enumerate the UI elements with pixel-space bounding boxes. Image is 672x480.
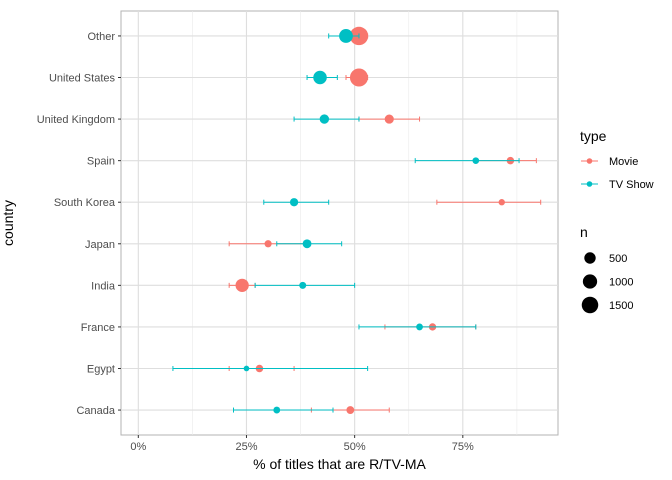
data-point — [313, 70, 327, 85]
data-point — [339, 29, 353, 43]
legend-size-label: 1500 — [609, 300, 633, 312]
legend-size-dot — [582, 274, 598, 289]
y-axis-title: country — [0, 200, 16, 246]
legend-size-dot — [581, 296, 599, 314]
legend-size-dot — [584, 252, 596, 264]
data-point — [349, 68, 368, 87]
data-point — [346, 406, 355, 414]
legend: type Movie TV Show n 500 1000 1500 — [580, 128, 654, 314]
y-tick-label: Japan — [85, 239, 115, 251]
y-tick-label: Egypt — [87, 363, 115, 375]
x-axis: 0% 25% 50% 75% — [130, 435, 474, 453]
y-tick-label: United States — [49, 73, 116, 85]
legend-type-title: type — [580, 128, 607, 144]
data-point — [498, 199, 505, 206]
legend-size-label: 1000 — [609, 277, 633, 289]
data-point — [384, 114, 394, 124]
y-tick-label: United Kingdom — [37, 114, 115, 126]
legend-size-label: 500 — [609, 253, 627, 265]
y-tick-label: India — [91, 280, 116, 292]
legend-key-dot — [586, 158, 593, 164]
data-point — [235, 278, 249, 292]
data-point — [243, 365, 250, 372]
x-axis-title: % of titles that are R/TV-MA — [253, 456, 426, 472]
legend-size-title: n — [580, 224, 588, 240]
series-tv-show — [172, 29, 520, 414]
y-tick-label: France — [81, 322, 115, 334]
x-tick-label: 25% — [235, 441, 257, 453]
x-tick-label: 50% — [344, 441, 366, 453]
y-tick-label: South Korea — [54, 197, 116, 209]
y-tick-label: Other — [87, 31, 115, 43]
legend-type-items: Movie TV Show — [581, 156, 654, 191]
legend-key-dot — [586, 181, 593, 187]
data-point — [302, 239, 312, 249]
x-tick-label: 75% — [452, 441, 474, 453]
data-point — [319, 114, 330, 124]
legend-label-tv-show: TV Show — [609, 179, 654, 191]
y-tick-label: Canada — [76, 405, 115, 417]
data-point — [416, 323, 423, 331]
series-layer — [172, 26, 542, 414]
plot-panel — [120, 10, 559, 436]
y-axis: Canada Egypt France India Japan South Korea Sp… — [37, 31, 121, 417]
data-point — [472, 157, 480, 164]
data-point — [289, 198, 299, 207]
y-tick-label: Spain — [87, 156, 115, 168]
data-point — [273, 406, 281, 414]
legend-size-items: 500 1000 1500 — [581, 252, 633, 314]
x-tick-label: 0% — [130, 441, 146, 453]
legend-label-movie: Movie — [609, 156, 638, 168]
data-point — [264, 240, 272, 248]
data-point — [299, 281, 307, 289]
